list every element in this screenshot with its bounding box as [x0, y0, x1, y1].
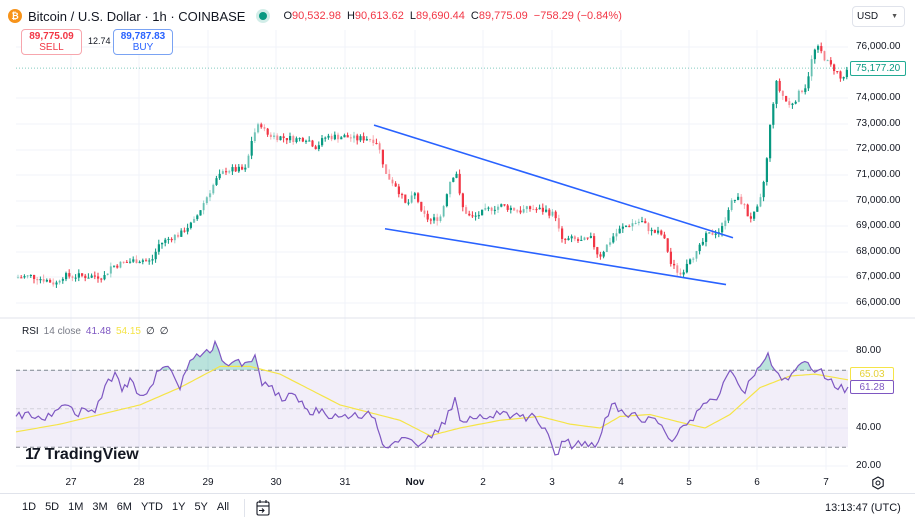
time-axis-label: 6: [754, 477, 760, 488]
price-axis-label: 73,000.00: [856, 117, 901, 129]
low-key: L: [409, 10, 416, 22]
range-selector: 1D 5D 1M 3M 6M YTD 1Y 5Y All: [22, 501, 229, 513]
close-key: C: [470, 10, 479, 22]
time-axis-label: 31: [339, 477, 351, 488]
time-axis-label: 29: [202, 477, 214, 488]
change-value: −758.29 (−0.84%): [533, 10, 622, 22]
calendar-goto-icon[interactable]: [255, 499, 271, 517]
chart-grid: [0, 30, 915, 470]
range-6m[interactable]: 6M: [116, 501, 132, 513]
clock[interactable]: 13:13:47 (UTC): [825, 502, 901, 514]
symbol-header: ₿ Bitcoin / U.S. Dollar · 1h · COINBASE …: [8, 6, 622, 26]
toolbar-separator: [244, 499, 245, 517]
bitcoin-icon: ₿: [8, 9, 22, 23]
open-key: O: [283, 10, 293, 22]
price-axis-label: 74,000.00: [856, 92, 901, 104]
price-candles: [16, 42, 848, 288]
tradingview-logo-icon: 17: [25, 446, 41, 463]
na-icon: ∅: [159, 326, 169, 337]
rsi-ma-value: 54.15: [115, 326, 141, 337]
high-value: 90,613.62: [354, 10, 404, 22]
bottom-divider: [0, 493, 915, 494]
symbol-title[interactable]: Bitcoin / U.S. Dollar · 1h · COINBASE: [28, 8, 246, 24]
market-open-icon: [259, 12, 268, 20]
price-axis-label: 69,000.00: [856, 220, 901, 232]
price-axis-label: 72,000.00: [856, 143, 901, 155]
tradingview-logo[interactable]: 17 TradingView: [25, 446, 139, 464]
trendlines[interactable]: [373, 124, 734, 286]
na-icon: ∅: [145, 326, 155, 337]
currency-value: USD: [857, 11, 879, 22]
rsi-lines: [15, 339, 849, 456]
time-axis-label: 3: [549, 477, 555, 488]
time-axis-label: 5: [686, 477, 692, 488]
rsi-axis-label-40: 40.00: [856, 422, 882, 433]
rsi-legend[interactable]: RSI 14 close 41.48 54.15 ∅ ∅: [22, 326, 168, 337]
price-axis-label: 67,000.00: [856, 271, 901, 283]
time-axis-label: Nov: [405, 477, 425, 488]
range-ytd[interactable]: YTD: [140, 501, 163, 513]
buy-button[interactable]: 89,787.83 BUY: [113, 29, 173, 55]
last-price-tag: 75,177.20: [850, 61, 906, 76]
high-key: H: [346, 10, 355, 22]
buy-label: BUY: [132, 42, 154, 53]
time-axis-label: 2: [480, 477, 486, 488]
sell-price: 89,775.09: [29, 31, 74, 42]
range-1d[interactable]: 1D: [22, 501, 37, 513]
rsi-ma-tag: 65.03: [850, 367, 894, 381]
close-value: 89,775.09: [478, 10, 528, 22]
spread-value: 12.74: [88, 36, 111, 46]
price-axis-label: 76,000.00: [856, 41, 901, 52]
rsi-axis-label-20: 20.00: [856, 460, 882, 471]
rsi-value: 41.48: [85, 326, 111, 337]
time-axis-label: 4: [618, 477, 624, 488]
time-axis-label: 28: [133, 477, 145, 488]
currency-select[interactable]: USD ▼: [852, 6, 905, 27]
time-axis-label: 27: [65, 477, 77, 488]
range-1y[interactable]: 1Y: [171, 501, 186, 513]
ohlc-values: O90,532.98 H90,613.62 L89,690.44 C89,775…: [283, 10, 621, 22]
rsi-name: RSI: [22, 326, 39, 337]
low-value: 89,690.44: [415, 10, 465, 22]
time-axis-label: 7: [823, 477, 829, 488]
rsi-band: [16, 369, 848, 448]
chevron-down-icon: ▼: [891, 13, 898, 20]
price-axis-label: 68,000.00: [856, 245, 901, 257]
rsi-params: 14 close: [43, 326, 81, 337]
tradingview-logo-text: TradingView: [44, 446, 139, 463]
sell-label: SELL: [39, 42, 64, 53]
price-axis-label: 71,000.00: [856, 169, 901, 180]
time-axis-label: 30: [270, 477, 282, 488]
range-5y[interactable]: 5Y: [194, 501, 208, 513]
range-3m[interactable]: 3M: [92, 501, 108, 513]
buy-price: 89,787.83: [120, 31, 166, 42]
price-axis-label: 70,000.00: [856, 194, 901, 206]
settings-gear-icon[interactable]: [871, 476, 885, 490]
range-all[interactable]: All: [216, 501, 230, 513]
rsi-axis-label-80: 80.00: [856, 345, 882, 356]
sell-button[interactable]: 89,775.09 SELL: [21, 29, 82, 55]
price-axis-label: 66,000.00: [856, 297, 901, 308]
range-5d[interactable]: 5D: [45, 501, 60, 513]
range-1m[interactable]: 1M: [68, 501, 84, 513]
open-value: 90,532.98: [292, 10, 341, 22]
rsi-value-tag: 61.28: [850, 380, 894, 394]
